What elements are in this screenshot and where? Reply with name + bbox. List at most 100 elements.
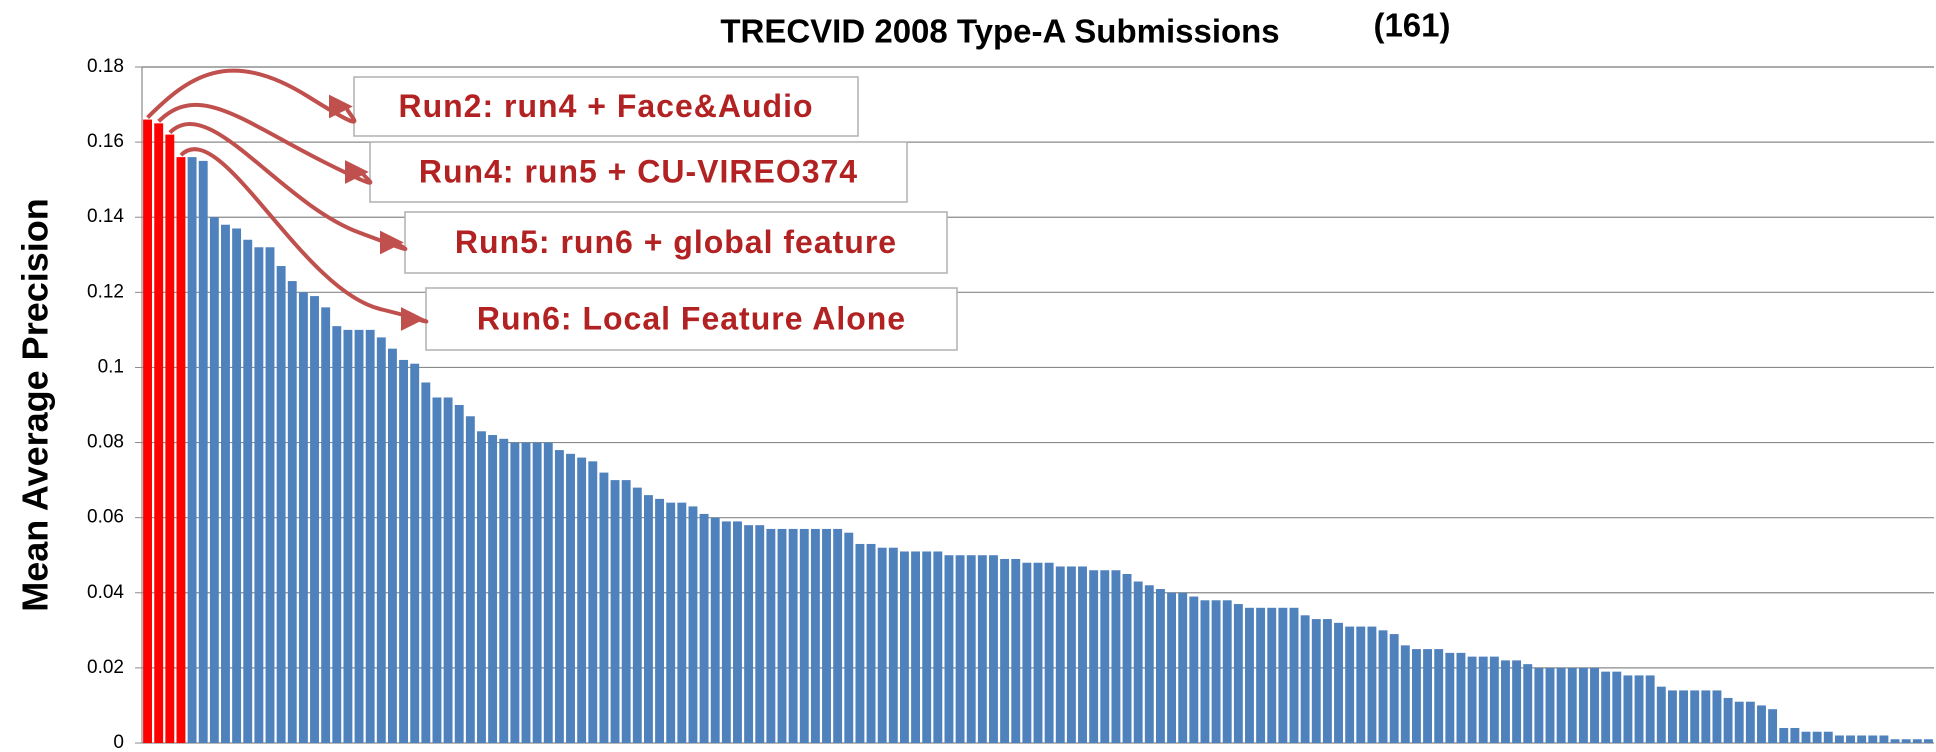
bar [899, 551, 909, 743]
bar [1923, 739, 1933, 743]
bar [1667, 690, 1677, 743]
bar [1790, 727, 1800, 743]
bar [688, 506, 698, 743]
bar [1144, 585, 1154, 743]
bar [176, 157, 186, 744]
bar [532, 442, 542, 743]
bar [1467, 656, 1477, 743]
bar [1133, 581, 1143, 743]
bar [387, 348, 397, 743]
bar [822, 528, 831, 743]
bar [1623, 675, 1633, 743]
bar [1211, 600, 1221, 743]
y-tick-label: 0.12 [87, 281, 124, 302]
bar [1734, 701, 1744, 743]
bar [1545, 667, 1555, 743]
annotation-arrow [168, 122, 408, 255]
bar [666, 502, 676, 743]
y-tick-label: 0.1 [98, 356, 124, 377]
y-tick-label: 0.18 [87, 56, 124, 77]
bar [989, 555, 998, 743]
bar [1233, 604, 1243, 743]
bar [1645, 675, 1655, 743]
annotation-arrow [179, 147, 429, 332]
bar [710, 517, 720, 743]
bar [1690, 690, 1700, 743]
bar [1044, 562, 1054, 743]
bar [977, 555, 987, 743]
bar [399, 359, 409, 743]
bar [1912, 739, 1922, 743]
bar [1411, 649, 1421, 743]
annotation-box [425, 287, 958, 351]
bar [1701, 690, 1711, 743]
bar [298, 292, 308, 743]
bar [332, 326, 342, 743]
bar [499, 438, 509, 743]
bar [265, 247, 275, 743]
bar [1812, 731, 1822, 743]
bar [766, 528, 776, 743]
bar [911, 551, 921, 743]
bar [443, 397, 453, 743]
annotation-arrow [146, 68, 357, 124]
bar [599, 472, 609, 743]
bar [777, 528, 787, 743]
bar [755, 525, 765, 743]
bar [1178, 592, 1188, 743]
bar [1523, 664, 1533, 743]
annotation-arrow [157, 103, 373, 185]
bar [922, 551, 932, 743]
bar [187, 157, 197, 744]
bar [1334, 622, 1343, 743]
bar [421, 382, 431, 743]
bar [1300, 615, 1310, 743]
bar [1000, 558, 1010, 743]
y-tick-label: 0 [113, 732, 124, 752]
bar [1322, 619, 1332, 743]
bar [1879, 735, 1889, 743]
bar [1189, 596, 1199, 743]
bar [1768, 709, 1778, 743]
bar [1456, 652, 1466, 743]
bar [799, 528, 809, 743]
chart-title: TRECVID 2008 Type-A Submissions [720, 13, 1279, 50]
bar [1311, 619, 1321, 743]
bar [1267, 607, 1277, 743]
bar [1033, 562, 1043, 743]
bar [1801, 731, 1811, 743]
bar [1634, 675, 1644, 743]
bar [1345, 626, 1355, 743]
bar [365, 329, 375, 743]
bar [1155, 589, 1165, 743]
bar [1656, 686, 1666, 743]
bar [1389, 634, 1399, 743]
bar [1890, 739, 1900, 743]
bar [1834, 735, 1844, 743]
y-axis-label: Mean Average Precision [15, 198, 56, 612]
bar [1078, 566, 1087, 743]
bar [1100, 570, 1110, 743]
bar [1578, 667, 1588, 743]
bar [354, 329, 364, 743]
bar [1567, 667, 1577, 743]
bar [1122, 574, 1132, 743]
bar [1356, 626, 1366, 743]
bar [1679, 690, 1689, 743]
bar [432, 397, 442, 743]
bar [1278, 607, 1288, 743]
bar [1400, 645, 1410, 743]
bar [888, 547, 898, 743]
y-tick-label: 0.08 [87, 432, 124, 453]
bar [1378, 630, 1388, 743]
y-tick-label: 0.14 [87, 206, 124, 227]
bar [1846, 735, 1855, 743]
bar [209, 217, 219, 743]
bar [677, 502, 687, 743]
bar [198, 160, 208, 743]
bar [1434, 649, 1444, 743]
annotation-text: Run6: Local Feature Alone [477, 300, 906, 336]
bar [721, 521, 731, 743]
bar [833, 528, 843, 743]
bar [287, 281, 297, 743]
